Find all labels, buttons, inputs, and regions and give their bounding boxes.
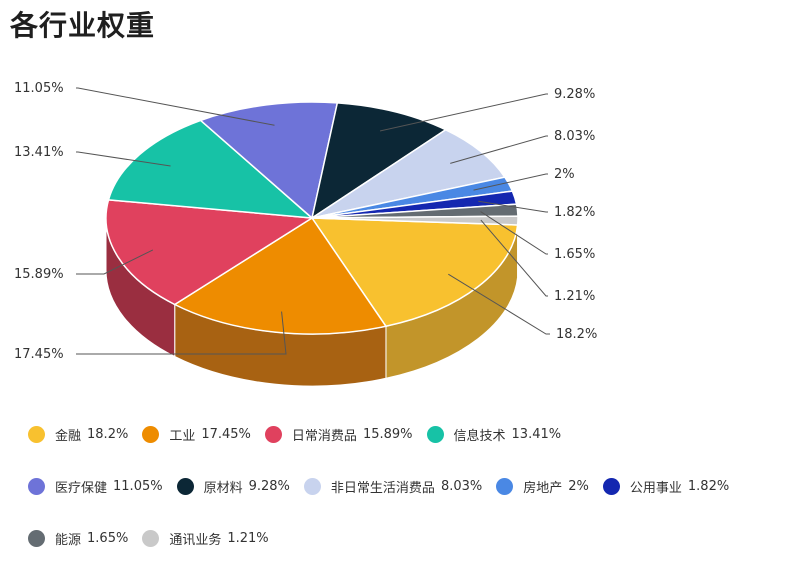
pie-slices xyxy=(106,102,518,334)
legend-item: 工业 17.45% xyxy=(142,425,251,444)
leader-line-医疗保健 xyxy=(76,88,274,125)
legend-value: 1.65% xyxy=(87,531,128,546)
slice-label-工业: 17.45% xyxy=(14,347,64,362)
legend-label: 非日常生活消费品 xyxy=(331,477,435,496)
legend-row: 金融 18.2% 工业 17.45% 日常消费品 15.89% 信息技术 13.41% xyxy=(28,424,798,444)
legend-label: 房地产 xyxy=(523,477,562,496)
pie-chart: 18.2% 17.45% 15.89% 13.41% 11.05% 9.28% 8.03% 2… xyxy=(0,0,800,410)
slice-label-通讯业务: 1.21% xyxy=(554,289,595,304)
legend-label: 能源 xyxy=(55,529,81,548)
legend-swatch xyxy=(142,426,159,443)
slice-label-信息技术: 13.41% xyxy=(14,145,64,160)
legend-swatch xyxy=(142,530,159,547)
legend-label: 信息技术 xyxy=(454,425,506,444)
legend-value: 1.21% xyxy=(227,531,268,546)
legend-item: 非日常生活消费品 8.03% xyxy=(304,477,482,496)
legend-item: 金融 18.2% xyxy=(28,425,128,444)
legend-label: 工业 xyxy=(169,425,195,444)
legend-value: 15.89% xyxy=(363,427,413,442)
legend-value: 11.05% xyxy=(113,479,163,494)
legend-item: 房地产 2% xyxy=(496,477,589,496)
legend-value: 18.2% xyxy=(87,427,128,442)
legend-swatch xyxy=(28,426,45,443)
legend-item: 信息技术 13.41% xyxy=(427,425,562,444)
slice-label-能源: 1.65% xyxy=(554,247,595,262)
legend-value: 17.45% xyxy=(201,427,251,442)
legend-value: 13.41% xyxy=(512,427,562,442)
legend-swatch xyxy=(496,478,513,495)
legend-swatch xyxy=(28,530,45,547)
legend-item: 通讯业务 1.21% xyxy=(142,529,268,548)
legend-value: 1.82% xyxy=(688,479,729,494)
legend-label: 金融 xyxy=(55,425,81,444)
legend-label: 日常消费品 xyxy=(292,425,357,444)
legend-value: 9.28% xyxy=(249,479,290,494)
legend-swatch xyxy=(265,426,282,443)
legend-label: 医疗保健 xyxy=(55,477,107,496)
legend-label: 原材料 xyxy=(204,477,243,496)
legend-item: 原材料 9.28% xyxy=(177,477,290,496)
legend-value: 2% xyxy=(568,479,589,494)
legend: 金融 18.2% 工业 17.45% 日常消费品 15.89% 信息技术 13.41% 医疗保… xyxy=(28,424,798,580)
slice-label-非日常生活消费品: 8.03% xyxy=(554,129,595,144)
legend-row: 医疗保健 11.05% 原材料 9.28% 非日常生活消费品 8.03% 房地产 2% 公用事业… xyxy=(28,476,798,496)
legend-swatch xyxy=(304,478,321,495)
legend-item: 能源 1.65% xyxy=(28,529,128,548)
legend-row: 能源 1.65% 通讯业务 1.21% xyxy=(28,528,798,548)
legend-value: 8.03% xyxy=(441,479,482,494)
slice-label-房地产: 2% xyxy=(554,167,575,182)
legend-item: 公用事业 1.82% xyxy=(603,477,729,496)
legend-item: 医疗保健 11.05% xyxy=(28,477,163,496)
slice-label-日常消费品: 15.89% xyxy=(14,267,64,282)
legend-item: 日常消费品 15.89% xyxy=(265,425,413,444)
slice-label-原材料: 9.28% xyxy=(554,87,595,102)
legend-swatch xyxy=(177,478,194,495)
slice-label-医疗保健: 11.05% xyxy=(14,81,64,96)
legend-swatch xyxy=(427,426,444,443)
leader-line-原材料 xyxy=(380,94,548,131)
slice-label-公用事业: 1.82% xyxy=(554,205,595,220)
legend-label: 公用事业 xyxy=(630,477,682,496)
legend-swatch xyxy=(28,478,45,495)
legend-swatch xyxy=(603,478,620,495)
slice-label-金融: 18.2% xyxy=(556,327,597,342)
legend-label: 通讯业务 xyxy=(169,529,221,548)
